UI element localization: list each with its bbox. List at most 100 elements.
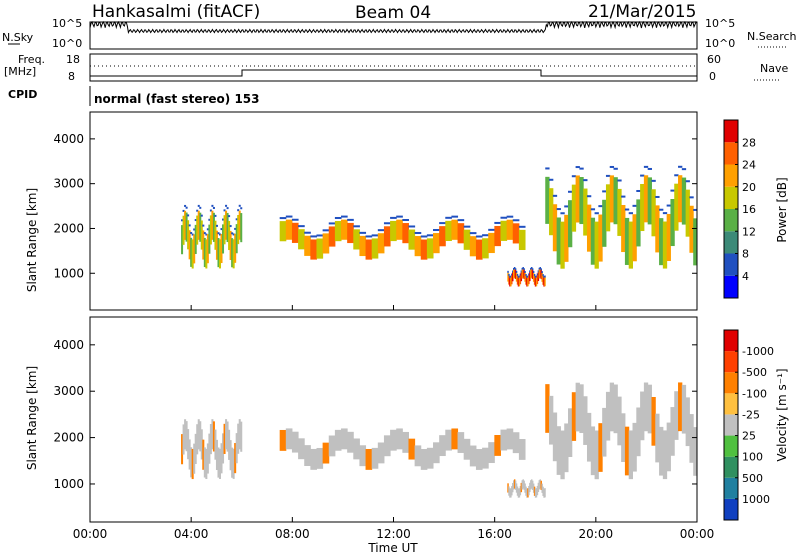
power-echo-edge (552, 194, 558, 197)
velocity-echo-layer (181, 382, 698, 498)
velocity-echo-cell (515, 483, 518, 493)
velocity-echo-cell (202, 439, 205, 470)
velocity-echo-cell (482, 447, 489, 469)
power-echo-edge (463, 225, 471, 228)
power-echo-edge (517, 275, 520, 278)
power-colorbar-tick-label: 20 (742, 181, 756, 194)
power-echo-edge (512, 219, 520, 222)
velocity-echo-cell (451, 428, 459, 450)
power-echo-edge (439, 222, 446, 225)
power-echo-cell (185, 212, 188, 242)
power-echo-edge (525, 273, 527, 276)
power-echo-cell (408, 229, 416, 250)
power-echo-cell (518, 277, 521, 287)
velocity-echo-cell (564, 423, 569, 473)
velocity-echo-cell (510, 488, 512, 498)
power-echo-cell (304, 235, 311, 256)
power-echo-edge (475, 235, 483, 238)
power-echo-cell (238, 210, 241, 240)
velocity-colorbar-swatch (724, 498, 738, 520)
velocity-echo-cell (218, 448, 222, 479)
power-colorbar-swatch (724, 275, 738, 298)
nsky-label: N.Sky (2, 31, 34, 44)
power-echo-edge (538, 267, 541, 270)
velocity-echo-cell (602, 407, 607, 457)
velocity-echo-cell (640, 391, 645, 441)
power-echo-cell (541, 272, 543, 282)
power-echo-edge (693, 208, 698, 211)
x-tick-label: 00:00 (680, 527, 715, 541)
velocity-echo-cell (206, 443, 209, 474)
power-echo-edge (522, 267, 524, 270)
power-echo-edge (365, 235, 373, 238)
velocity-ytick-label: 4000 (53, 338, 84, 352)
velocity-echo-cell (194, 433, 197, 465)
power-echo-cell (240, 213, 243, 243)
power-echo-edge (206, 228, 209, 231)
power-echo-edge (605, 174, 611, 177)
power-echo-cell (532, 272, 535, 282)
velocity-echo-cell (530, 480, 532, 490)
velocity-echo-cell (513, 480, 515, 490)
power-echo-edge (469, 232, 477, 235)
velocity-echo-cell (674, 391, 679, 440)
power-echo-cell (341, 219, 348, 240)
power-echo-cell (539, 268, 542, 278)
velocity-echo-cell (693, 427, 698, 476)
velocity-echo-cell (624, 426, 630, 476)
velocity-echo-cell (220, 443, 223, 474)
velocity-colorbar-swatch (724, 414, 738, 436)
velocity-echo-cell (377, 442, 385, 464)
power-echo-edge (316, 234, 324, 237)
freq-panel: Freq. [MHz] 18 8 60 0 Nave (4, 53, 788, 83)
power-echo-edge (506, 215, 514, 218)
power-echo-edge (482, 234, 489, 237)
power-echo-edge (632, 204, 637, 207)
power-echo-edge (215, 224, 218, 227)
nsearch-label: N.Search (747, 30, 797, 43)
power-echo-edge (222, 218, 225, 221)
velocity-ytick-label: 1000 (53, 477, 84, 491)
velocity-echo-cell (522, 479, 524, 489)
power-echo-cell (235, 224, 238, 254)
power-echo-cell (205, 239, 208, 269)
velocity-echo-cell (187, 429, 190, 460)
freq-frame (89, 53, 698, 82)
power-echo-cell (451, 219, 459, 240)
power-echo-cell (527, 277, 529, 287)
velocity-echo-cell (532, 483, 535, 493)
power-echo-cell (586, 204, 592, 252)
velocity-echo-cell (200, 429, 203, 460)
nsearch-tick-bottom: 10^0 (705, 37, 735, 50)
velocity-echo-cell (193, 443, 196, 474)
velocity-echo-cell (203, 447, 206, 478)
velocity-echo-cell (212, 421, 215, 452)
velocity-echo-cell (214, 429, 217, 460)
velocity-echo-cell (544, 488, 546, 498)
power-echo-edge (523, 268, 525, 271)
velocity-echo-cell (542, 486, 544, 496)
velocity-echo-cell (531, 479, 533, 489)
power-echo-cell (526, 277, 528, 287)
velocity-echo-cell (568, 408, 573, 458)
power-echo-cell (512, 223, 520, 244)
power-echo-edge (670, 189, 675, 192)
velocity-echo-cell (420, 449, 428, 470)
power-echo-cell (396, 219, 403, 240)
velocity-echo-cell (509, 488, 511, 498)
velocity-echo-cell (536, 485, 539, 496)
velocity-echo-cell (328, 435, 336, 457)
power-echo-edge (234, 227, 237, 230)
power-colorbar-swatch (724, 142, 738, 165)
power-echo-cell (524, 272, 526, 282)
power-echo-edge (531, 268, 534, 271)
power-echo-cell (571, 184, 577, 232)
velocity-echo-cell (594, 430, 599, 480)
power-echo-edge (500, 216, 508, 219)
power-echo-edge (217, 232, 220, 235)
power-echo-cell (640, 183, 645, 232)
velocity-echo-cell (583, 396, 588, 445)
velocity-colorbar-swatch (724, 435, 738, 457)
power-echo-cell (510, 277, 512, 287)
power-echo-cell (291, 222, 299, 243)
